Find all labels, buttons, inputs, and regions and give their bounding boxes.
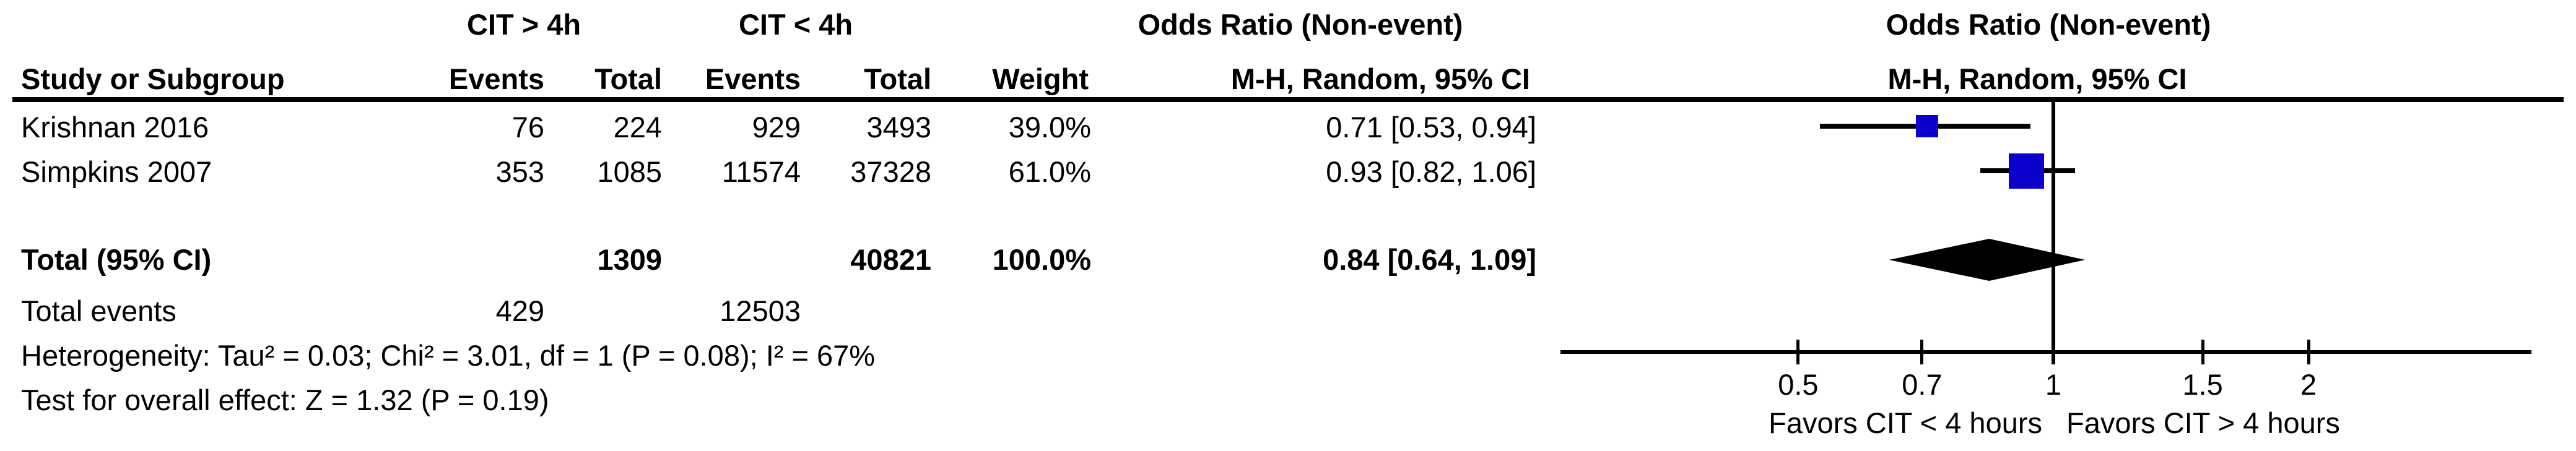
events2-value: 11574 xyxy=(721,155,801,188)
favors-left-label: Favors CIT < 4 hours xyxy=(1769,406,2042,439)
events2-column-header: Events xyxy=(705,62,801,95)
total-diamond xyxy=(1889,239,2086,281)
total2-value: 3493 xyxy=(866,111,931,144)
or-ci-value: 0.71 [0.53, 0.94] xyxy=(1326,111,1536,144)
axis-tick-label: 0.5 xyxy=(1778,368,1819,401)
axis-tick xyxy=(2201,340,2204,364)
effect-square xyxy=(1916,115,1939,137)
overall-effect-note: Test for overall effect: Z = 1.32 (P = 0… xyxy=(21,384,549,416)
total-events-label: Total events xyxy=(21,294,176,327)
heterogeneity-note: Heterogeneity: Tau² = 0.03; Chi² = 3.01,… xyxy=(21,339,876,372)
study-name: Krishnan 2016 xyxy=(21,111,209,144)
total1-column-header: Total xyxy=(594,62,662,95)
total-or-ci: 0.84 [0.64, 1.09] xyxy=(1323,243,1536,276)
events2-value: 929 xyxy=(752,111,801,144)
total1-value: 1085 xyxy=(597,155,662,188)
axis-tick-label: 1 xyxy=(2045,368,2062,401)
axis-tick xyxy=(2052,340,2055,364)
total2-sum: 40821 xyxy=(850,243,931,276)
total2-value: 37328 xyxy=(850,155,931,188)
study-column-header: Study or Subgroup xyxy=(21,62,285,95)
or-column-subheader: M-H, Random, 95% CI xyxy=(1230,62,1530,95)
events1-value: 353 xyxy=(495,155,544,188)
total2-column-header: Total xyxy=(864,62,931,95)
total-label: Total (95% CI) xyxy=(21,243,212,276)
events1-column-header: Events xyxy=(448,62,544,95)
axis-tick xyxy=(1796,340,1800,364)
group2-header: CIT < 4h xyxy=(738,8,853,41)
weight-value: 39.0% xyxy=(1008,111,1091,144)
or-column-title: Odds Ratio (Non-event) xyxy=(1138,8,1463,41)
plot-subheader: M-H, Random, 95% CI xyxy=(1887,62,2187,95)
favors-right-label: Favors CIT > 4 hours xyxy=(2066,406,2340,439)
axis-tick xyxy=(2307,340,2310,364)
axis-tick-label: 1.5 xyxy=(2182,368,2223,401)
plot-title: Odds Ratio (Non-event) xyxy=(1886,8,2211,41)
total-events2: 12503 xyxy=(720,294,801,327)
total-weight: 100.0% xyxy=(992,243,1091,276)
axis-tick xyxy=(1920,340,1924,364)
header-rule xyxy=(12,97,2564,102)
total-events1: 429 xyxy=(495,294,544,327)
weight-column-header: Weight xyxy=(992,62,1089,95)
or-ci-value: 0.93 [0.82, 1.06] xyxy=(1326,155,1536,188)
weight-value: 61.0% xyxy=(1008,155,1091,188)
events1-value: 76 xyxy=(511,111,544,144)
total1-value: 224 xyxy=(613,111,662,144)
x-axis-line xyxy=(1560,350,2531,354)
effect-square xyxy=(2009,153,2045,189)
axis-tick-label: 2 xyxy=(2300,368,2317,401)
axis-tick-label: 0.7 xyxy=(1902,368,1943,401)
study-name: Simpkins 2007 xyxy=(21,155,212,188)
group1-header: CIT > 4h xyxy=(466,8,581,41)
total1-sum: 1309 xyxy=(597,243,662,276)
null-effect-line xyxy=(2052,101,2055,364)
